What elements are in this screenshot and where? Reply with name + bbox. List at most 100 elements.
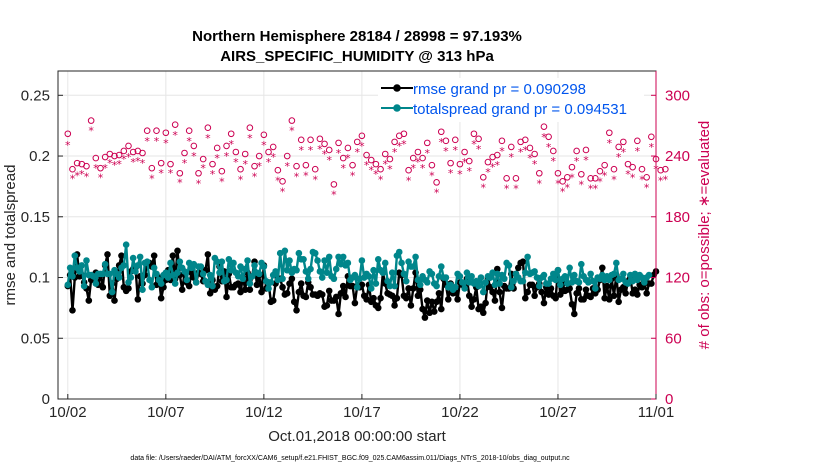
possible-obs-point [246, 124, 254, 131]
spread-point [335, 253, 342, 261]
spread-point [132, 268, 139, 275]
rmse-point [393, 294, 401, 302]
rmse-point [498, 304, 506, 312]
possible-obs-point [400, 130, 408, 138]
possible-obs-point [209, 160, 216, 168]
evaluated-obs-point: * [504, 182, 510, 195]
possible-obs-point [199, 155, 207, 163]
rmse-point [416, 286, 424, 293]
rmse-point [580, 296, 587, 303]
evaluated-obs-point: * [649, 141, 655, 154]
rmse-point [269, 297, 277, 304]
evaluated-obs-point: * [565, 181, 571, 194]
rmse-point [557, 291, 564, 298]
evaluated-obs-point: * [228, 138, 234, 151]
evaluated-obs-point: * [219, 175, 225, 188]
legend-rmse-label: rmse grand pr = 0.090298 [413, 81, 586, 98]
spread-point [92, 280, 100, 287]
evaluated-obs-point: * [625, 168, 631, 181]
evaluated-obs-point: * [443, 145, 449, 158]
spread-point [171, 280, 179, 287]
spread-point [260, 263, 268, 270]
evaluated-obs-point: * [569, 171, 575, 184]
rmse-point [302, 293, 310, 301]
rmse-point [290, 298, 298, 306]
spread-point [423, 279, 431, 286]
spread-point [316, 268, 324, 275]
rmse-point [606, 296, 613, 303]
possible-obs-point [279, 178, 286, 185]
rmse-point [323, 302, 331, 309]
rmse-point [246, 286, 254, 293]
spread-point [461, 285, 468, 292]
possible-obs-point [288, 117, 296, 124]
spread-point [246, 280, 254, 287]
spread-point [587, 270, 594, 278]
spread-point [575, 279, 583, 286]
possible-obs-point [335, 139, 342, 147]
possible-obs-point [101, 153, 109, 161]
rmse-point [407, 302, 415, 309]
evaluated-obs-point: * [93, 162, 99, 175]
evaluated-obs-point: * [453, 144, 459, 157]
spread-point [321, 257, 328, 264]
evaluated-obs-point: * [266, 156, 272, 169]
spread-point [535, 282, 543, 290]
evaluated-obs-point: * [270, 151, 276, 164]
spread-point [554, 266, 562, 274]
spread-point [388, 269, 396, 276]
possible-obs-point [498, 137, 506, 145]
rmse-point [465, 292, 473, 300]
possible-obs-point [437, 128, 445, 136]
possible-obs-point [540, 123, 548, 130]
possible-obs-point [325, 146, 333, 154]
evaluated-obs-point: * [88, 125, 94, 138]
possible-obs-point [526, 144, 534, 152]
x-tick-label: 10/27 [539, 404, 577, 421]
x-tick-label: 10/02 [49, 404, 87, 421]
legend-spread-marker [393, 104, 401, 112]
spread-point [482, 279, 489, 286]
evaluated-obs-point: * [555, 177, 561, 190]
spread-point [409, 263, 417, 270]
spread-point [552, 276, 559, 284]
rmse-point [134, 296, 142, 303]
spread-point [524, 253, 531, 261]
evaluated-obs-point: * [616, 151, 622, 164]
possible-obs-point [512, 175, 520, 182]
rmse-point [468, 303, 475, 310]
evaluated-obs-point: * [420, 162, 426, 175]
possible-obs-point [139, 149, 146, 157]
evaluated-obs-point: * [247, 132, 253, 145]
rmse-point [568, 300, 576, 308]
possible-obs-point [381, 150, 389, 158]
spread-point [314, 257, 321, 264]
evaluated-obs-point: * [532, 158, 538, 171]
possible-obs-point [227, 130, 235, 138]
spread-point [458, 279, 466, 286]
spread-point [99, 270, 107, 278]
evaluated-obs-point: * [214, 152, 220, 165]
possible-obs-point [634, 137, 641, 145]
rmse-point [283, 290, 291, 297]
rmse-point [477, 303, 485, 310]
evaluated-obs-point: * [523, 144, 529, 157]
left-tick-label: 0.2 [29, 148, 50, 165]
rmse-point [582, 286, 590, 293]
rmse-point [603, 282, 611, 290]
evaluated-obs-point: * [74, 169, 80, 182]
possible-obs-point [606, 129, 613, 137]
rmse-point [489, 288, 496, 296]
possible-obs-point [129, 148, 137, 156]
evaluated-obs-series: ** * * ***** * * * * * * * ************************… [65, 125, 669, 202]
spread-point [456, 273, 464, 280]
spread-point [78, 262, 86, 269]
possible-obs-point [503, 175, 510, 182]
spread-point [248, 273, 256, 280]
rmse-point [185, 282, 193, 290]
rmse-point [428, 298, 436, 306]
chart-title-line1: Northern Hemisphere 28184 / 28998 = 97.1… [192, 28, 522, 45]
rmse-point [433, 298, 440, 306]
spread-point [531, 268, 538, 275]
spread-point [589, 277, 597, 285]
